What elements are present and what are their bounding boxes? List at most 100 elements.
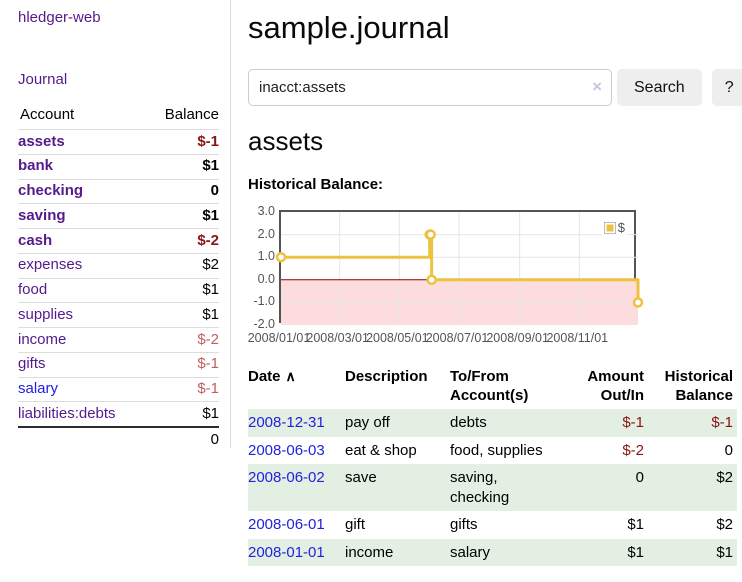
accounts-header-row: Account Balance (18, 104, 219, 130)
register-row: 2008-06-03 eat & shop food, supplies $-2 0 (248, 437, 737, 465)
account-balance: $-1 (145, 129, 219, 155)
transaction-accounts-cell: food, supplies (450, 441, 543, 459)
transaction-description-cell: save (345, 469, 377, 487)
register-row: 2008-01-01 income salary $1 $1 (248, 538, 737, 567)
transaction-balance-cell: $1 (716, 543, 733, 561)
transaction-accounts-cell: saving, checking (450, 469, 510, 506)
transaction-description-cell: gift (345, 516, 366, 534)
main-content: sample.journal × Search ? assets Histori… (232, 0, 742, 567)
register-table: Date ∧ Description To/From Account(s) Amo… (248, 365, 737, 567)
transaction-balance-cell: $-1 (711, 414, 733, 432)
transaction-amount-cell: $1 (627, 543, 644, 561)
transaction-balance-cell: $2 (716, 516, 733, 534)
register-body: 2008-12-31 pay off debts $-1 $-1 2008-06-03 ea… (248, 409, 737, 567)
sidebar-account-link[interactable]: assets (18, 132, 65, 150)
account-row: gifts $-1 (18, 351, 219, 377)
chart-plot: $ (275, 210, 644, 325)
accounts-header-account: Account (20, 106, 75, 123)
sidebar: hledger-web Journal Account Balance asse… (0, 0, 231, 452)
transaction-date-cell: 2008-06-02 (248, 464, 345, 511)
data-point-marker (426, 274, 437, 286)
sidebar-account-link[interactable]: bank (18, 157, 54, 175)
sidebar-account-link[interactable]: expenses (18, 256, 83, 274)
transaction-description-cell: pay off (345, 414, 390, 432)
account-balance: $-2 (145, 228, 219, 254)
transaction-amount-cell: $1 (627, 516, 644, 534)
register-row: 2008-06-02 save saving, checking 0 $2 (248, 464, 737, 512)
register-header-amount: Amount Out/In (587, 368, 644, 405)
search-input[interactable] (248, 69, 612, 106)
sidebar-account-link[interactable]: income (18, 330, 67, 348)
transaction-date-link[interactable]: 2008-12-31 (248, 414, 325, 432)
app-title-link[interactable]: hledger-web (18, 9, 101, 26)
legend-swatch-icon (603, 221, 616, 234)
clear-search-icon[interactable]: × (592, 77, 602, 96)
transaction-balance-cell: 0 (724, 441, 733, 459)
account-balance: $1 (145, 302, 219, 328)
sort-asc-icon: ∧ (285, 368, 296, 384)
y-tick-label: 3.0 (257, 204, 275, 218)
sidebar-account-link[interactable]: gifts (18, 355, 46, 373)
account-balance: $1 (145, 277, 219, 303)
nav-journal-link[interactable]: Journal (18, 71, 68, 88)
transaction-description-cell: eat & shop (345, 441, 417, 459)
y-tick-label: -2.0 (253, 317, 275, 331)
data-point-marker (425, 229, 436, 240)
account-row: bank $1 (18, 153, 219, 179)
x-tick-label: 2008/09/01 (486, 331, 549, 345)
transaction-description-cell: income (345, 543, 394, 561)
chart-canvas (275, 212, 644, 325)
chart-title: Historical Balance: (248, 176, 384, 193)
accounts-total-spacer (18, 426, 146, 452)
account-row: expenses $2 (18, 252, 219, 278)
transaction-date-link[interactable]: 2008-06-03 (248, 441, 325, 459)
y-tick-label: -1.0 (253, 294, 275, 309)
account-row: liabilities:debts $1 (18, 401, 219, 427)
transaction-amount-cell: $-1 (622, 414, 644, 432)
y-tick-label: 1.0 (257, 249, 275, 264)
transaction-amount-cell: $-2 (622, 441, 644, 459)
chart-legend: $ (601, 219, 627, 236)
search-form: × Search ? (248, 69, 742, 106)
transaction-balance-cell: $2 (716, 469, 733, 487)
data-point-marker (275, 251, 287, 263)
account-balance: $1 (145, 401, 219, 427)
transaction-date-cell: 2008-12-31 (248, 409, 345, 437)
account-row: salary $-1 (18, 376, 219, 402)
account-balance: $-1 (145, 376, 219, 402)
transaction-accounts-cell: debts (450, 414, 487, 432)
transaction-amount-cell: 0 (635, 469, 644, 487)
account-row: saving $1 (18, 203, 219, 229)
y-tick-label: 2.0 (257, 226, 275, 241)
chart-x-axis: 2008/01/01 2008/03/01 2008/05/01 2008/07/01… (248, 331, 636, 347)
sidebar-account-link[interactable]: liabilities:debts (18, 404, 116, 422)
sidebar-account-link[interactable]: checking (18, 182, 84, 199)
account-balance: 0 (145, 178, 219, 204)
sidebar-account-link[interactable]: food (18, 281, 48, 298)
account-balance: $-1 (145, 351, 219, 377)
x-tick-label: 2008/03/01 (306, 331, 369, 345)
help-button[interactable]: ? (711, 69, 742, 106)
search-button[interactable]: Search (617, 69, 702, 106)
sidebar-account-link[interactable]: saving (18, 206, 66, 224)
transaction-date-link[interactable]: 2008-01-01 (248, 543, 325, 561)
sidebar-account-link[interactable]: supplies (18, 305, 74, 323)
search-input-wrap: × (248, 69, 612, 106)
register-row: 2008-06-01 gift gifts $1 $2 (248, 511, 737, 539)
register-header-row: Date ∧ Description To/From Account(s) Amo… (248, 365, 737, 409)
transaction-date-link[interactable]: 2008-06-02 (248, 469, 325, 487)
account-row: assets $-1 (18, 129, 219, 155)
transaction-date-link[interactable]: 2008-06-01 (248, 516, 325, 534)
sidebar-account-link[interactable]: salary (18, 380, 59, 397)
transaction-accounts-cell: salary (450, 543, 491, 561)
x-tick-label: 2008/05/01 (366, 331, 429, 345)
accounts-table: Account Balance assets $-1 bank $1 checking 0… (18, 104, 219, 452)
account-row: cash $-2 (18, 228, 219, 254)
register-header-description: Description (345, 368, 428, 385)
sidebar-account-link[interactable]: cash (18, 231, 53, 249)
x-tick-label: 2008/07/01 (425, 331, 489, 345)
register-row: 2008-12-31 pay off debts $-1 $-1 (248, 409, 737, 437)
register-header-date[interactable]: Date ∧ (248, 368, 296, 385)
accounts-header-balance: Balance (164, 106, 219, 123)
